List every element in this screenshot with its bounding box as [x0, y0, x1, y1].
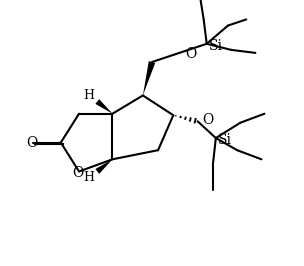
Text: O: O: [72, 166, 83, 180]
Polygon shape: [95, 99, 112, 114]
Text: H: H: [83, 89, 94, 102]
Text: Si: Si: [218, 134, 232, 147]
Text: Si: Si: [209, 39, 223, 53]
Polygon shape: [143, 61, 155, 95]
Polygon shape: [95, 159, 112, 174]
Text: O: O: [185, 47, 196, 61]
Text: O: O: [202, 113, 213, 127]
Text: O: O: [26, 136, 38, 149]
Text: H: H: [83, 171, 94, 184]
